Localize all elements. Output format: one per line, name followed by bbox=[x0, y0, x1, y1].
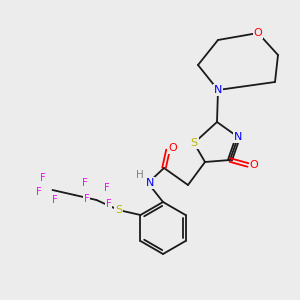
Text: O: O bbox=[254, 28, 262, 38]
Text: F: F bbox=[84, 194, 89, 204]
Text: S: S bbox=[190, 138, 198, 148]
Text: O: O bbox=[250, 160, 258, 170]
Text: F: F bbox=[36, 187, 41, 197]
Text: N: N bbox=[146, 178, 154, 188]
Text: F: F bbox=[82, 178, 87, 188]
Text: F: F bbox=[40, 173, 45, 183]
Text: S: S bbox=[115, 205, 122, 215]
Text: H: H bbox=[136, 170, 144, 180]
Text: N: N bbox=[214, 85, 222, 95]
Text: F: F bbox=[104, 183, 109, 193]
Text: F: F bbox=[106, 199, 111, 209]
Text: F: F bbox=[52, 195, 57, 205]
Text: N: N bbox=[234, 132, 242, 142]
Text: O: O bbox=[169, 143, 177, 153]
